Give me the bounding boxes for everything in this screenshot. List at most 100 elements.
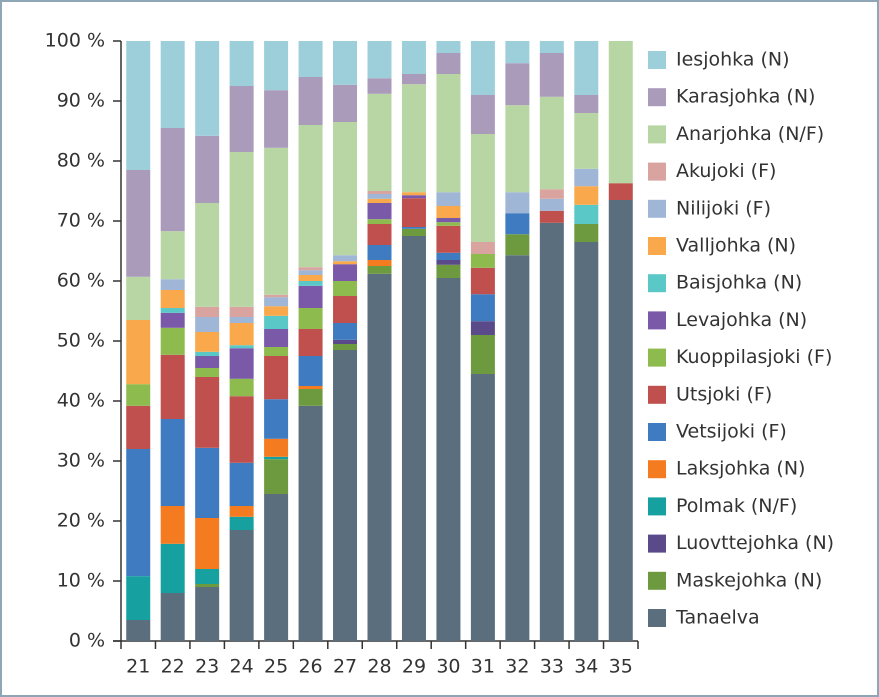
bar-segment: [195, 569, 220, 584]
bar-segment: [298, 356, 323, 386]
bar-segment: [401, 198, 426, 227]
bar-segment: [160, 354, 185, 419]
bar-segment: [470, 294, 495, 322]
x-tick-label: 24: [230, 656, 254, 678]
bar-segment: [298, 267, 323, 271]
bar-segment: [333, 323, 358, 340]
bar-segment: [574, 41, 599, 95]
bar-segment: [333, 281, 358, 296]
bar-segment: [333, 350, 358, 641]
x-tick-label: 22: [161, 656, 185, 678]
bar-segment: [195, 41, 220, 136]
bar-segment: [195, 356, 220, 368]
bar-segment: [195, 584, 220, 587]
bar-segment: [333, 255, 358, 262]
bar-segment: [298, 329, 323, 356]
bar-segment: [195, 332, 220, 352]
bar-segment: [574, 224, 599, 242]
bar-segment: [160, 231, 185, 280]
bar-segment: [298, 386, 323, 389]
x-tick-label: 29: [402, 656, 426, 678]
y-tick-label: 30 %: [57, 450, 105, 472]
bar-segment: [539, 189, 564, 199]
legend-swatch: [648, 274, 666, 293]
bar-segment: [229, 317, 254, 323]
bar-segment: [298, 41, 323, 77]
legend-swatch: [648, 162, 666, 181]
bar-segment: [436, 264, 461, 278]
bar-segment: [333, 296, 358, 323]
bar-segment: [470, 321, 495, 335]
bar-segment: [126, 170, 151, 277]
bar-segment: [264, 456, 289, 460]
bar-segment: [298, 285, 323, 308]
legend-swatch: [648, 237, 666, 255]
bar-segment: [574, 186, 599, 205]
bar-segment: [195, 306, 220, 317]
bar-segment: [367, 194, 392, 199]
bar-segment: [505, 192, 530, 214]
y-tick-label: 100 %: [45, 30, 105, 52]
legend-label: Levajohka (N): [676, 309, 807, 331]
bar-segment: [264, 399, 289, 439]
bar-segment: [126, 41, 151, 170]
legend-label: Luovttejohka (N): [676, 532, 834, 554]
bar-segment: [367, 245, 392, 260]
bar-segment: [367, 266, 392, 274]
bar-segment: [436, 41, 461, 53]
legend-label: Tanaelva: [675, 607, 760, 629]
bar-segment: [333, 339, 358, 344]
bar-segment: [470, 254, 495, 268]
bar-segment: [470, 134, 495, 242]
bar-segment: [195, 587, 220, 641]
bar-segment: [264, 329, 289, 347]
bar-segment: [298, 281, 323, 286]
bar-segment: [160, 543, 185, 593]
bar-segment: [470, 242, 495, 254]
bar-segment: [195, 377, 220, 448]
x-tick-label: 35: [609, 656, 633, 678]
bar-segment: [195, 351, 220, 356]
bar-segment: [264, 90, 289, 148]
bar-segment: [367, 224, 392, 245]
bar-segment: [298, 275, 323, 281]
bar-segment: [264, 438, 289, 457]
bar-segment: [436, 222, 461, 226]
bar-segment: [574, 242, 599, 641]
bar-segment: [195, 518, 220, 569]
bar-segment: [264, 147, 289, 295]
bar-segment: [264, 297, 289, 307]
bar-segment: [539, 198, 564, 211]
legend-swatch: [648, 609, 666, 627]
bar-segment: [401, 228, 426, 236]
legend-label: Valljohka (N): [676, 235, 796, 257]
bar-segment: [264, 347, 289, 356]
bar-segment: [505, 41, 530, 64]
bar-segment: [367, 260, 392, 266]
legend-label: Utsjoki (F): [676, 383, 772, 405]
bar-segment: [126, 449, 151, 577]
bar-segment: [401, 84, 426, 193]
bar-segment: [401, 41, 426, 74]
bar-segment: [367, 41, 392, 79]
bar-segment: [126, 276, 151, 320]
bar-segment: [436, 260, 461, 265]
legend-label: Karasjohka (N): [676, 86, 815, 108]
bar-segment: [505, 63, 530, 106]
bar-segment: [367, 93, 392, 191]
legend-swatch: [648, 460, 666, 479]
bar-segment: [160, 279, 185, 290]
bar-segment: [264, 41, 289, 91]
bar-segment: [298, 270, 323, 275]
bar-segment: [264, 306, 289, 316]
bar-segment: [126, 405, 151, 449]
bar-segment: [160, 419, 185, 506]
legend-label: Iesjohka (N): [676, 49, 790, 71]
bar-segment: [401, 192, 426, 196]
bar-segment: [160, 506, 185, 544]
bar-segment: [264, 315, 289, 329]
bar-segment: [539, 210, 564, 223]
y-tick-label: 70 %: [57, 210, 105, 232]
y-tick-label: 0 %: [69, 630, 105, 652]
y-tick-label: 40 %: [57, 390, 105, 412]
